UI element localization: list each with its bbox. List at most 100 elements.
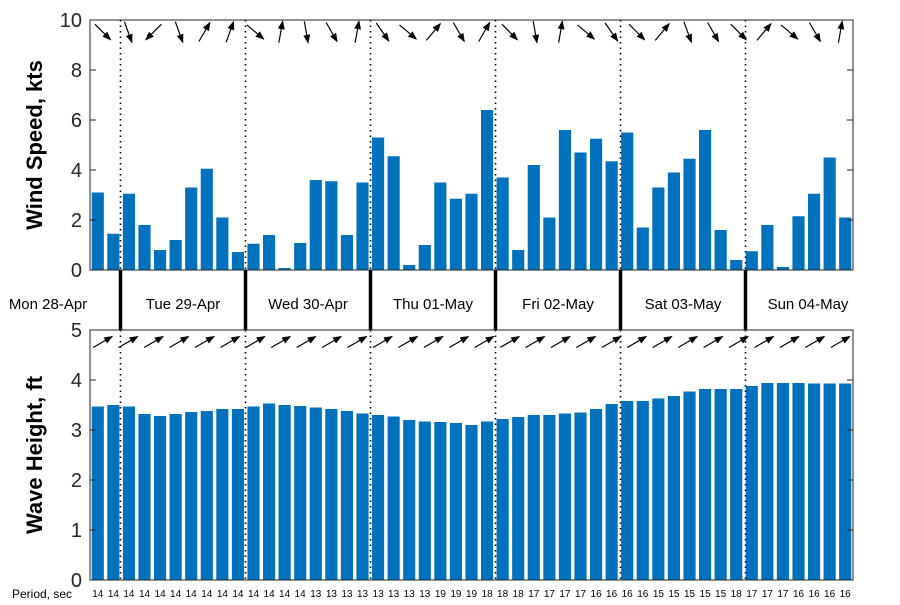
- period-value-18: 13: [373, 589, 385, 600]
- period-value-26: 18: [497, 589, 509, 600]
- wave-bar-37: [667, 396, 681, 580]
- wave-bar-44: [776, 383, 790, 580]
- wind-ytick-label-6: 6: [71, 110, 82, 132]
- wave-bar-38: [683, 391, 696, 580]
- wave-direction-arrow-23: [677, 335, 699, 349]
- wind-ytick-label-4: 4: [71, 160, 82, 182]
- wave-bar-11: [263, 403, 276, 580]
- period-value-13: 14: [295, 589, 307, 600]
- period-value-21: 13: [419, 589, 431, 600]
- period-value-34: 16: [622, 589, 634, 600]
- wave-direction-arrow-1: [118, 335, 139, 349]
- wind-bar-17: [356, 182, 369, 270]
- wind-bar-9: [231, 252, 245, 270]
- wave-direction-arrow-26: [754, 335, 775, 349]
- period-value-40: 15: [715, 589, 727, 600]
- wave-bar-0: [91, 406, 104, 580]
- period-value-23: 19: [450, 589, 462, 600]
- wave-direction-arrow-16: [499, 335, 521, 349]
- period-value-44: 17: [777, 589, 789, 600]
- wind-bar-1: [107, 233, 120, 270]
- wave-direction-arrow-15: [474, 335, 495, 349]
- wave-bar-29: [543, 415, 556, 580]
- wave-bar-46: [808, 383, 821, 580]
- wind-bar-6: [185, 187, 198, 270]
- wind-axes-frame: [89, 19, 854, 271]
- wind-direction-arrow-27: [780, 24, 799, 40]
- wave-bar-32: [590, 409, 603, 580]
- wave-direction-arrow-20: [601, 335, 622, 349]
- wave-bar-12: [278, 405, 291, 580]
- period-value-43: 17: [762, 589, 774, 600]
- wave-direction-arrow-18: [550, 335, 571, 349]
- wind-direction-arrow-6: [246, 24, 265, 40]
- wave-bar-1: [107, 405, 120, 580]
- day-label-4: Fri 02-May: [522, 296, 594, 313]
- wave-bar-14: [309, 407, 322, 580]
- wind-direction-arrow-17: [532, 21, 540, 44]
- period-value-2: 14: [123, 589, 135, 600]
- period-value-14: 13: [310, 589, 322, 600]
- wave-direction-arrow-14: [448, 335, 470, 349]
- wind-bar-8: [216, 217, 229, 270]
- wind-bar-22: [434, 182, 447, 270]
- wave-ytick-label-4: 4: [71, 370, 82, 392]
- wind-bar-7: [200, 168, 213, 270]
- period-value-25: 18: [482, 589, 494, 600]
- wind-bar-47: [823, 157, 836, 270]
- wind-ytick-label-0: 0: [71, 260, 82, 282]
- period-value-20: 13: [404, 589, 416, 600]
- wind-bar-16: [340, 235, 354, 270]
- wave-bar-8: [216, 409, 229, 580]
- wave-direction-arrow-29: [830, 335, 851, 349]
- wind-bar-44: [776, 267, 790, 270]
- period-value-46: 16: [809, 589, 821, 600]
- day-label-3: Thu 01-May: [393, 296, 474, 313]
- wave-bar-5: [169, 414, 182, 580]
- wave-direction-arrow-3: [169, 335, 190, 349]
- wave-bar-20: [403, 420, 416, 580]
- wind-bar-30: [558, 130, 572, 270]
- wind-bar-23: [449, 198, 463, 270]
- wave-direction-arrow-5: [220, 335, 241, 349]
- wind-bar-37: [667, 172, 681, 270]
- day-label-0: Mon 28-Apr: [9, 296, 87, 313]
- period-value-24: 19: [466, 589, 478, 600]
- wind-direction-arrow-5: [225, 20, 235, 43]
- wave-bar-24: [465, 425, 478, 580]
- wind-bar-38: [683, 158, 696, 270]
- wind-bar-34: [621, 132, 634, 270]
- period-value-39: 15: [700, 589, 712, 600]
- wave-bar-6: [185, 412, 198, 580]
- wind-direction-arrow-11: [375, 22, 390, 42]
- wave-direction-arrow-9: [321, 335, 342, 349]
- wave-ytick-label-1: 1: [71, 520, 82, 542]
- wind-bar-3: [138, 225, 151, 270]
- wind-direction-arrow-0: [94, 23, 112, 41]
- wave-direction-arrow-27: [779, 335, 800, 349]
- period-value-19: 13: [388, 589, 400, 600]
- period-value-17: 13: [357, 589, 369, 600]
- wave-direction-arrow-4: [194, 335, 215, 349]
- wave-axes-frame: [89, 329, 854, 581]
- wind-bar-2: [122, 193, 136, 270]
- wave-bar-21: [418, 421, 431, 580]
- wave-direction-arrow-13: [423, 335, 444, 349]
- wave-direction-arrow-7: [270, 335, 292, 349]
- period-value-5: 14: [170, 589, 182, 600]
- wave-bar-22: [434, 422, 447, 580]
- period-value-31: 17: [575, 589, 587, 600]
- wave-bar-25: [481, 421, 494, 580]
- wave-bar-7: [200, 411, 213, 580]
- wave-direction-arrow-19: [576, 335, 597, 349]
- wave-ytick-label-5: 5: [71, 320, 82, 342]
- wind-bar-0: [91, 192, 104, 270]
- period-value-38: 15: [684, 589, 696, 600]
- period-value-32: 16: [591, 589, 603, 600]
- wave-y-axis-label: Wave Height, ft: [22, 375, 47, 534]
- wind-direction-arrow-2: [145, 23, 162, 41]
- wave-bar-28: [527, 415, 540, 580]
- wave-bar-16: [340, 411, 354, 580]
- wind-direction-arrow-23: [683, 21, 692, 44]
